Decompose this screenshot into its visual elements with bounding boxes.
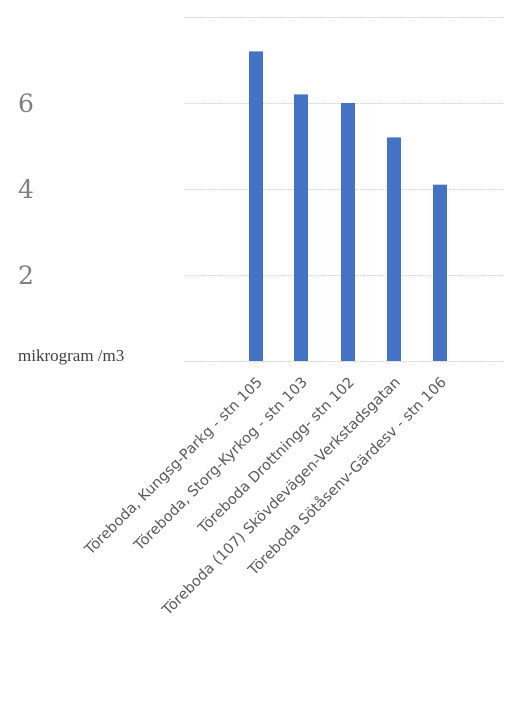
y-axis-unit-label: mikrogram /m3 bbox=[18, 346, 124, 365]
x-category-label: Töreboda, Storg-Kyrkog - stn 103 bbox=[131, 375, 311, 555]
y-tick-label: 2 bbox=[18, 261, 34, 290]
y-axis-tick-labels: 2 4 6 bbox=[18, 89, 34, 290]
bar bbox=[433, 184, 447, 361]
x-axis-category-labels: Töreboda, Kungsg-Parkg - stn 105Töreboda… bbox=[81, 374, 449, 620]
bars bbox=[249, 51, 447, 362]
y-tick-label: 4 bbox=[18, 175, 34, 204]
bar bbox=[341, 103, 355, 361]
bar bbox=[249, 51, 263, 362]
bar bbox=[294, 94, 308, 362]
bar bbox=[387, 137, 401, 361]
y-tick-label: 6 bbox=[18, 89, 34, 118]
